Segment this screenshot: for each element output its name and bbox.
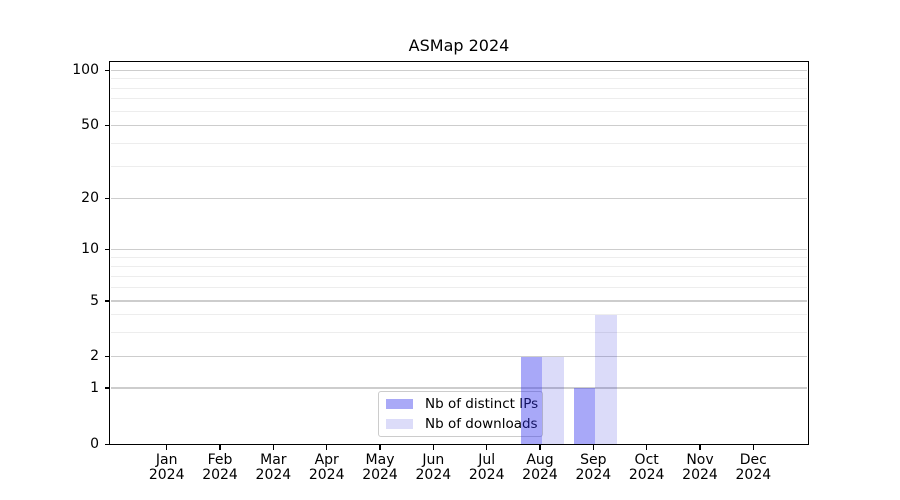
- y-axis-tick-label: 10: [81, 241, 99, 257]
- x-tick-mark: [646, 444, 648, 450]
- gridline-major: [111, 300, 807, 302]
- legend-swatch-distinct-ips: [386, 399, 413, 409]
- x-tick-mark: [699, 444, 701, 450]
- x-tick-mark: [432, 444, 434, 450]
- gridline-major: [111, 69, 807, 72]
- x-tick-mark: [379, 444, 381, 450]
- gridline-major: [111, 356, 807, 358]
- y-axis-tick-label: 0: [90, 435, 99, 452]
- x-axis-tick-label: Aug 2024: [522, 452, 558, 483]
- y-axis-tick-label: 2: [90, 348, 99, 365]
- x-axis-tick-label: Feb 2024: [202, 452, 238, 483]
- gridline-minor: [111, 98, 807, 100]
- legend: Nb of distinct IPs Nb of downloads: [378, 391, 543, 437]
- x-tick-mark: [752, 444, 754, 450]
- gridline-major: [111, 248, 807, 251]
- chart-title: ASMap 2024: [408, 36, 510, 55]
- gridline-minor: [111, 110, 807, 112]
- y-tick-mark: [104, 300, 110, 302]
- x-tick-mark: [326, 444, 328, 450]
- x-axis-tick-label: Oct 2024: [628, 452, 665, 483]
- x-axis-tick-label: Jun 2024: [415, 452, 452, 483]
- gridline-minor: [111, 78, 807, 80]
- x-axis-tick-label: Nov 2024: [682, 452, 718, 483]
- x-tick-mark: [166, 444, 168, 450]
- x-axis-tick-label: Apr 2024: [308, 452, 345, 483]
- legend-swatch-downloads: [386, 419, 413, 429]
- x-axis-tick-label: Jan 2024: [148, 452, 185, 483]
- gridline-major: [111, 387, 807, 389]
- bar-nb-of-distinct-ips-aug-2024: [520, 356, 542, 444]
- gridline-minor: [111, 142, 807, 144]
- bar-nb-of-downloads-sep-2024: [595, 314, 617, 444]
- x-axis-tick-label: Sep 2024: [575, 452, 612, 483]
- x-axis-tick-label: May 2024: [362, 452, 398, 483]
- gridline-minor: [111, 256, 807, 258]
- y-axis-tick-label: 50: [81, 117, 99, 133]
- gridline-minor: [111, 314, 807, 316]
- y-tick-mark: [104, 443, 110, 445]
- y-tick-mark: [104, 124, 110, 127]
- gridline-major: [111, 124, 807, 127]
- y-axis-tick-label: 20: [81, 190, 99, 206]
- gridline-minor: [111, 275, 807, 277]
- x-tick-mark: [486, 444, 488, 450]
- gridline-minor: [111, 87, 807, 89]
- bar-nb-of-downloads-aug-2024: [542, 356, 564, 444]
- y-tick-mark: [104, 69, 110, 72]
- y-axis-tick-label: 5: [90, 292, 99, 309]
- x-axis-tick-label: Mar 2024: [255, 452, 292, 483]
- y-tick-mark: [104, 356, 110, 358]
- y-axis-tick-label: 100: [72, 62, 99, 78]
- x-tick-mark: [539, 444, 541, 450]
- y-tick-mark: [104, 248, 110, 251]
- x-tick-mark: [219, 444, 221, 450]
- gridline-minor: [111, 165, 807, 167]
- legend-entry-distinct-ips: Nb of distinct IPs: [386, 396, 542, 413]
- bar-nb-of-distinct-ips-sep-2024: [573, 388, 596, 444]
- legend-label-downloads: Nb of downloads: [425, 416, 538, 432]
- x-tick-mark: [592, 444, 594, 450]
- x-axis-tick-label: Jul 2024: [468, 452, 505, 483]
- legend-entry-downloads: Nb of downloads: [386, 416, 542, 433]
- y-tick-mark: [104, 387, 110, 389]
- x-axis-tick-label: Dec 2024: [735, 452, 772, 483]
- gridline-minor: [111, 331, 807, 333]
- legend-label-distinct-ips: Nb of distinct IPs: [425, 396, 539, 412]
- x-tick-mark: [272, 444, 274, 450]
- gridline-minor: [111, 265, 807, 267]
- y-tick-mark: [104, 197, 110, 200]
- gridline-minor: [111, 286, 807, 288]
- gridline-major: [111, 197, 807, 200]
- y-axis-tick-label: 1: [90, 379, 99, 396]
